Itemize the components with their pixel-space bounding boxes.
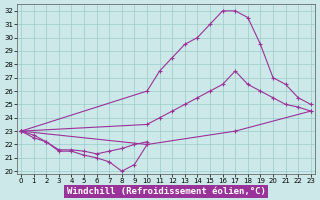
X-axis label: Windchill (Refroidissement éolien,°C): Windchill (Refroidissement éolien,°C) — [67, 187, 265, 196]
